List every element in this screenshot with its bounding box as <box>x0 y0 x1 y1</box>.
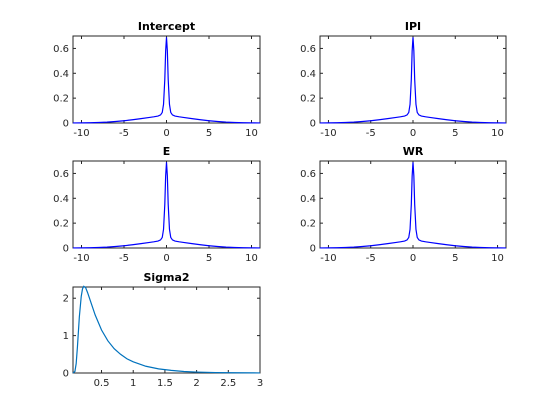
axes-box <box>72 286 261 374</box>
y-tick-label: 0.6 <box>53 44 69 55</box>
y-tick-label: 0 <box>310 244 316 255</box>
y-tick-label: 0.2 <box>300 219 316 230</box>
y-tick-label: 1 <box>63 331 69 342</box>
chart-title: Intercept <box>138 20 195 33</box>
x-tick-label: -5 <box>119 128 129 139</box>
x-tick-label: 1 <box>130 378 136 389</box>
x-tick-label: -5 <box>366 253 376 264</box>
axes-box <box>319 35 507 124</box>
x-tick-label: 0.5 <box>94 378 110 389</box>
x-tick-label: 3 <box>257 378 263 389</box>
x-tick-label: 2.5 <box>220 378 236 389</box>
y-tick-label: 0 <box>63 369 69 380</box>
x-tick-label: 0 <box>410 253 416 264</box>
series-line-0 <box>319 37 507 124</box>
y-tick-label: 0.4 <box>300 69 316 80</box>
y-tick-label: 0 <box>63 119 69 130</box>
x-tick-label: -10 <box>73 253 89 264</box>
x-tick-label: -5 <box>366 128 376 139</box>
series-line-0 <box>72 285 261 374</box>
x-tick-label: 0 <box>410 128 416 139</box>
x-tick-label: 10 <box>491 253 504 264</box>
x-tick-label: -5 <box>119 253 129 264</box>
series-line-0 <box>319 162 507 249</box>
y-tick-label: 0.2 <box>53 94 69 105</box>
y-tick-label: 0.2 <box>300 94 316 105</box>
x-tick-label: 0 <box>163 128 169 139</box>
y-tick-label: 0.6 <box>53 169 69 180</box>
subplot-3: WR -10 -5 0 5 10 0 0.2 0.4 0.6 <box>300 145 507 264</box>
y-tick-label: 0 <box>63 244 69 255</box>
chart-title: E <box>163 145 171 158</box>
y-tick-label: 0.4 <box>300 194 316 205</box>
subplot-1: IPI -10 -5 0 5 10 0 0.2 0.4 0.6 <box>300 20 507 139</box>
y-tick-label: 0.4 <box>53 69 69 80</box>
series-line-0 <box>72 162 261 249</box>
y-tick-label: 0.2 <box>53 219 69 230</box>
x-tick-label: 2 <box>193 378 199 389</box>
series-line-0 <box>72 37 261 124</box>
x-tick-label: 5 <box>206 128 212 139</box>
x-tick-label: -10 <box>320 128 336 139</box>
axes-box <box>72 35 261 124</box>
x-tick-label: 10 <box>245 128 258 139</box>
chart-title: IPI <box>405 20 421 33</box>
subplot-2: E -10 -5 0 5 10 0 0.2 0.4 0.6 <box>53 145 261 264</box>
y-tick-label: 0.4 <box>53 194 69 205</box>
y-tick-label: 0.6 <box>300 44 316 55</box>
x-tick-label: -10 <box>73 128 89 139</box>
axes-box <box>319 160 507 249</box>
x-tick-label: 1.5 <box>157 378 173 389</box>
y-tick-label: 0.6 <box>300 169 316 180</box>
x-tick-label: 10 <box>245 253 258 264</box>
x-tick-label: 10 <box>491 128 504 139</box>
x-tick-label: 5 <box>206 253 212 264</box>
chart-title: WR <box>403 145 424 158</box>
x-tick-label: 5 <box>452 253 458 264</box>
chart-title: Sigma2 <box>143 271 189 284</box>
x-tick-label: 0 <box>163 253 169 264</box>
axes-box <box>72 160 261 249</box>
y-tick-label: 0 <box>310 119 316 130</box>
subplot-4: Sigma2 0.5 1 1.5 2 2.5 3 0 1 2 <box>63 271 264 389</box>
y-tick-label: 2 <box>63 294 69 305</box>
x-tick-label: -10 <box>320 253 336 264</box>
x-tick-label: 5 <box>452 128 458 139</box>
subplot-0: Intercept -10 -5 0 5 10 0 0.2 0.4 0.6 <box>53 20 261 139</box>
